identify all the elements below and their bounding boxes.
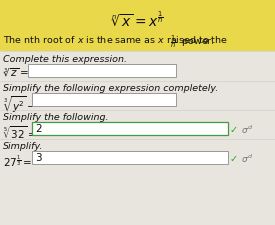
Text: $\sigma^d$: $\sigma^d$ — [241, 152, 253, 165]
Bar — [32, 94, 176, 106]
Text: ✓: ✓ — [230, 124, 238, 134]
Bar — [28, 65, 176, 78]
Text: $\sqrt[5]{32}=$: $\sqrt[5]{32}=$ — [3, 124, 37, 140]
Text: $\sigma^d$: $\sigma^d$ — [241, 124, 253, 136]
Text: $\sqrt[3]{y^2}-$: $\sqrt[3]{y^2}-$ — [3, 94, 37, 115]
Text: Complete this expression.: Complete this expression. — [3, 55, 127, 64]
Text: 3: 3 — [35, 152, 42, 162]
Text: ✓: ✓ — [230, 153, 238, 163]
Text: $\sqrt[3]{z}=$: $\sqrt[3]{z}=$ — [3, 66, 29, 79]
Text: Simplify the following.: Simplify the following. — [3, 112, 109, 122]
Text: $\frac{1}{n}$  power.: $\frac{1}{n}$ power. — [170, 34, 215, 49]
Bar — [32, 122, 228, 135]
Bar — [0, 0, 275, 52]
Text: Simplify the following expression completely.: Simplify the following expression comple… — [3, 84, 218, 93]
Bar — [0, 52, 275, 225]
Text: $\sqrt[n]{x} = x^{\frac{1}{n}}$: $\sqrt[n]{x} = x^{\frac{1}{n}}$ — [111, 10, 164, 29]
Text: 2: 2 — [35, 124, 42, 133]
Text: $27^{\frac{1}{3}}=$: $27^{\frac{1}{3}}=$ — [3, 152, 32, 168]
Bar — [32, 151, 228, 164]
Text: The nth root of $x$ is the same as $x$ raised to the: The nth root of $x$ is the same as $x$ r… — [3, 34, 228, 45]
Text: Simplify.: Simplify. — [3, 141, 43, 150]
